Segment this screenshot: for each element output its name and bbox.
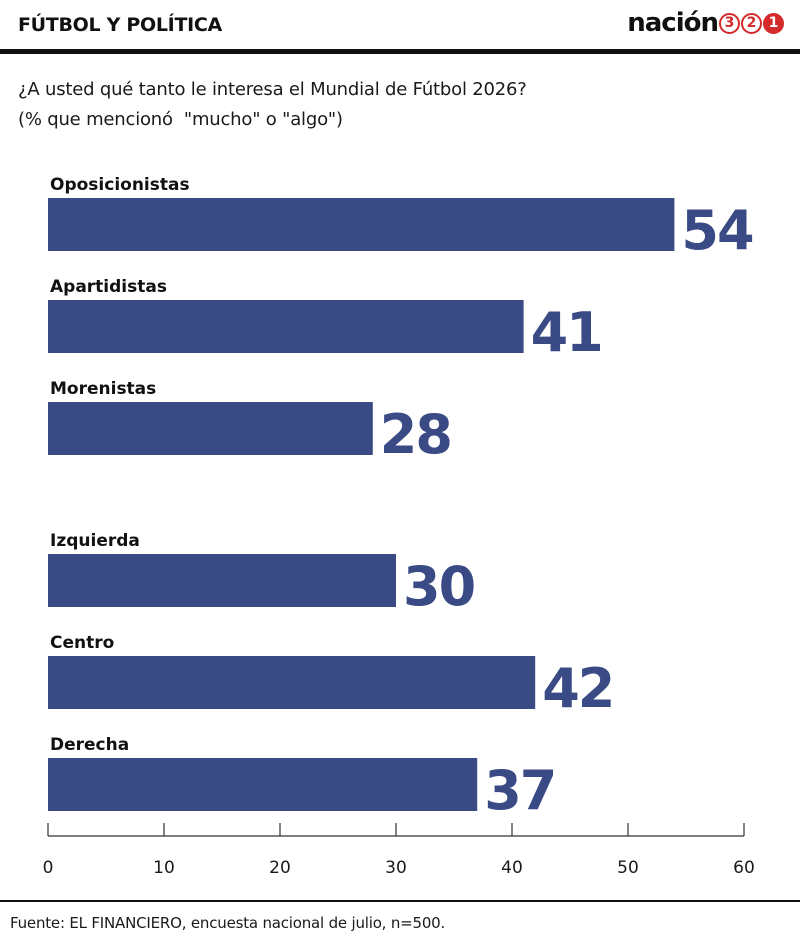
bar-chart: Oposicionistas 54 Apartidistas 41 Morenistas… <box>43 175 755 878</box>
bar-morenistas <box>48 402 373 455</box>
bar-oposicionistas <box>48 198 675 251</box>
logo-digit-3: 3 <box>719 12 740 34</box>
x-tick-label-30: 30 <box>385 858 407 878</box>
value-label-centro: 42 <box>542 657 613 720</box>
chart-title: ¿A usted qué tanto le interesa el Mundia… <box>18 79 527 100</box>
logo-digit-1: 1 <box>763 12 784 34</box>
x-tick-label-20: 20 <box>269 858 291 878</box>
logo-digit-2: 2 <box>741 12 762 34</box>
category-label-oposicionistas: Oposicionistas <box>50 175 190 195</box>
x-tick-label-60: 60 <box>733 858 755 878</box>
bar-apartidistas <box>48 300 524 353</box>
value-label-morenistas: 28 <box>380 403 451 466</box>
category-label-apartidistas: Apartidistas <box>50 277 167 297</box>
header-divider <box>0 49 800 54</box>
category-label-derecha: Derecha <box>50 735 129 755</box>
x-tick-label-40: 40 <box>501 858 523 878</box>
bar-izquierda <box>48 554 396 607</box>
footer-divider <box>0 900 800 902</box>
value-label-oposicionistas: 54 <box>681 199 753 262</box>
value-label-derecha: 37 <box>484 759 555 822</box>
nacion321-logo: nación 3 2 1 <box>627 8 784 38</box>
value-label-apartidistas: 41 <box>531 301 602 364</box>
value-label-izquierda: 30 <box>403 555 474 618</box>
bar-derecha <box>48 758 478 811</box>
section-title: FÚTBOL Y POLÍTICA <box>18 14 222 36</box>
x-tick-label-10: 10 <box>153 858 175 878</box>
source-note: Fuente: EL FINANCIERO, encuesta nacional… <box>10 914 446 932</box>
category-label-izquierda: Izquierda <box>50 531 140 551</box>
chart-subtitle: (% que mencionó "mucho" o "algo") <box>18 109 343 130</box>
logo-word: nación <box>627 8 719 38</box>
category-label-centro: Centro <box>50 633 114 653</box>
x-tick-label-50: 50 <box>617 858 639 878</box>
x-tick-label-0: 0 <box>43 858 54 878</box>
category-label-morenistas: Morenistas <box>50 379 156 399</box>
bar-centro <box>48 656 536 709</box>
